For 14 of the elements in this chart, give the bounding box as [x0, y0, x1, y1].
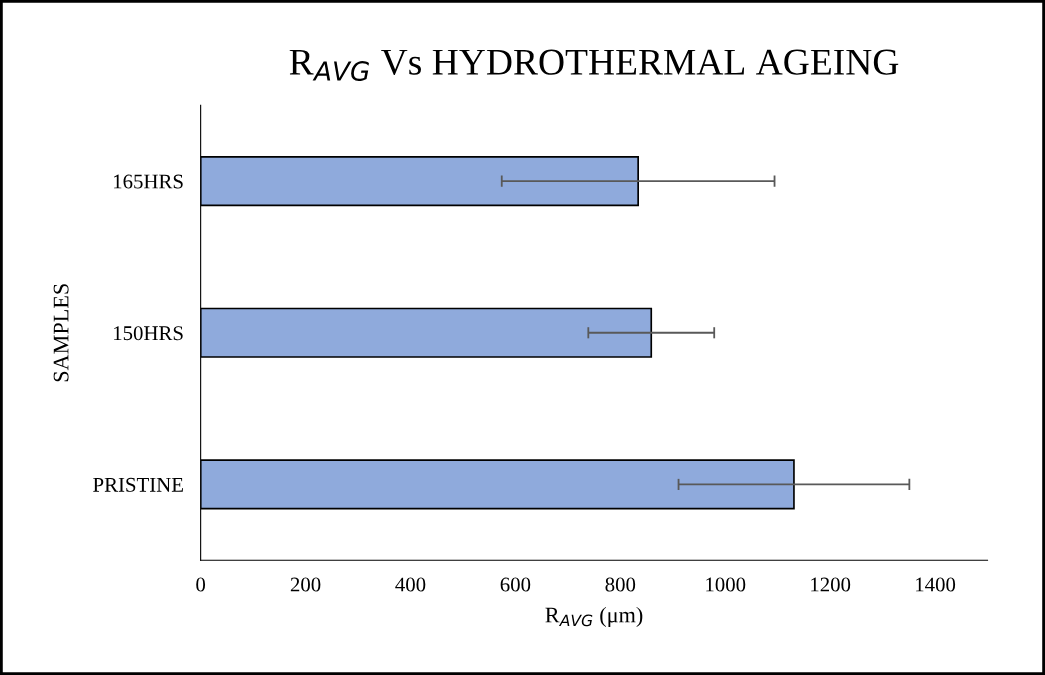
- x-tick-label: 800: [605, 577, 636, 592]
- x-tick-label: 1400: [916, 577, 956, 592]
- x-tick-label: 400: [395, 577, 426, 592]
- y-axis-title: SAMPLES: [53, 284, 69, 382]
- chart-title: R$_{AVG}$ Vs HYDROTHERMAL AGEING: [289, 49, 899, 81]
- x-tick-label: 0: [196, 577, 206, 592]
- x-tick-label: 600: [500, 577, 531, 592]
- x-tick-label: 1000: [706, 577, 746, 592]
- y-tick-label: 150HRS: [114, 326, 183, 341]
- x-axis-title: R$_{AVG}$ (μm): [545, 606, 643, 628]
- x-tick-label: 200: [290, 577, 321, 592]
- x-tick-label: 1200: [811, 577, 851, 592]
- y-tick-label: PRISTINE: [93, 477, 183, 492]
- y-tick-label: 165HRS: [114, 174, 183, 189]
